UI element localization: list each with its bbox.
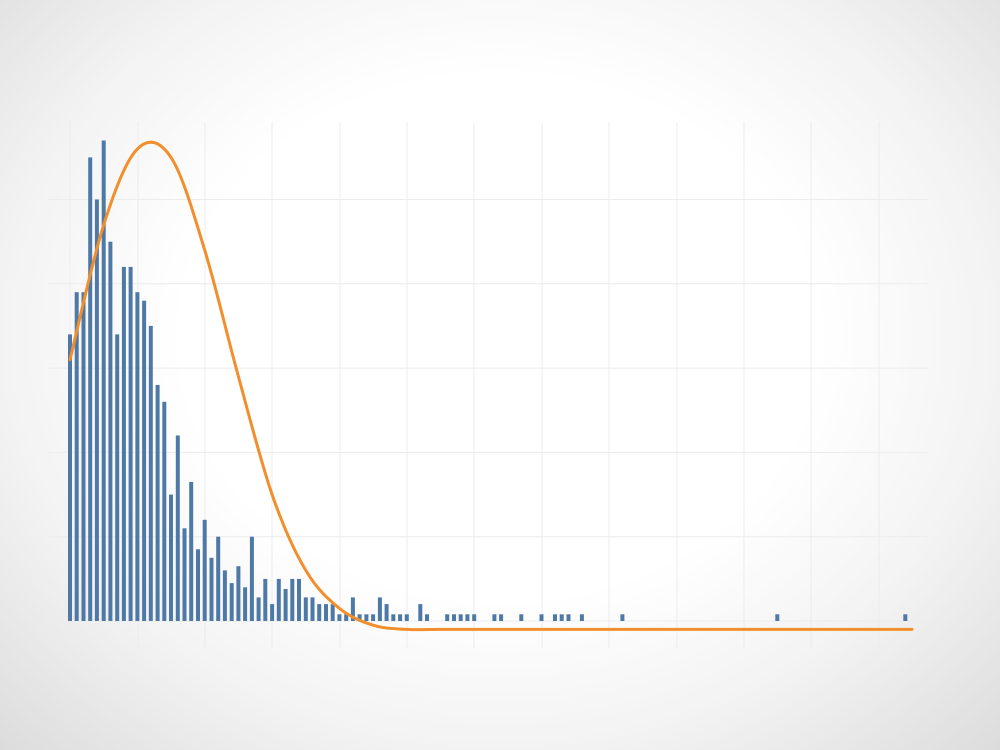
histogram-bar [391, 614, 396, 621]
histogram-bar [775, 614, 780, 621]
histogram-bar [337, 614, 342, 621]
histogram-bar [425, 614, 429, 621]
grid [48, 122, 928, 648]
histogram-bar [182, 528, 187, 621]
histogram-bar [458, 614, 463, 621]
histogram-bar [81, 292, 86, 621]
histogram-bar [903, 614, 908, 621]
histogram-bar [142, 300, 147, 621]
histogram-bar [404, 614, 409, 621]
histogram-bar [579, 614, 584, 621]
histogram-bar [209, 557, 214, 621]
histogram-bar [519, 614, 524, 621]
histogram-bar [559, 614, 564, 621]
histogram-bar [121, 266, 126, 621]
histogram-bar [222, 570, 227, 621]
histogram-bar [499, 614, 504, 621]
histogram-bar [364, 614, 369, 621]
histogram-bar [229, 583, 234, 621]
histogram-bar [371, 614, 376, 621]
bars [68, 140, 908, 621]
histogram-bar [310, 597, 315, 621]
histogram-bar [398, 614, 403, 621]
histogram-bar [344, 614, 349, 621]
histogram-bar [189, 481, 194, 621]
histogram-bar [243, 587, 248, 621]
histogram-bar [350, 597, 355, 621]
histogram-bar [303, 597, 308, 621]
histogram-bar [465, 614, 470, 621]
histogram-bar [283, 589, 288, 621]
histogram-bar [297, 578, 301, 621]
histogram-bar [155, 385, 160, 621]
histogram-bar [68, 334, 72, 621]
histogram-bar [236, 566, 241, 621]
histogram-bar [452, 614, 456, 621]
histogram-bar [270, 604, 275, 621]
histogram-bar [290, 578, 295, 621]
histogram-bar [620, 614, 625, 621]
histogram-bar [263, 578, 268, 621]
histogram-bar [539, 614, 544, 621]
histogram-bar [88, 157, 93, 621]
histogram-bar [324, 604, 328, 621]
histogram-bar [492, 614, 497, 621]
histogram-bar [162, 401, 167, 621]
histogram-bar [445, 614, 450, 621]
histogram-bar [115, 334, 120, 621]
histogram-bar [169, 494, 173, 621]
histogram-bar [249, 536, 254, 621]
histogram-bar [357, 614, 362, 621]
histogram-bar [196, 549, 200, 621]
histogram-bar [148, 325, 153, 621]
histogram-bar [276, 578, 281, 621]
fitted-curve [68, 140, 914, 632]
histogram-bar [175, 435, 180, 621]
histogram-bar [566, 614, 571, 621]
histogram-bar [94, 199, 99, 621]
histogram-bar [74, 292, 79, 621]
histogram-bar [377, 597, 382, 621]
histogram-bar [256, 597, 261, 621]
histogram-bar [418, 604, 423, 621]
histogram-bar [202, 519, 207, 621]
histogram-bar [128, 266, 133, 621]
histogram-bar [317, 604, 322, 621]
histogram-bar [101, 140, 106, 621]
histogram-bar [216, 536, 221, 621]
histogram-bar [135, 292, 140, 621]
histogram-bar [553, 614, 557, 621]
histogram-bar [108, 241, 113, 621]
histogram-bar [384, 604, 389, 621]
histogram-bar [472, 614, 477, 621]
histogram-bar [330, 604, 335, 621]
